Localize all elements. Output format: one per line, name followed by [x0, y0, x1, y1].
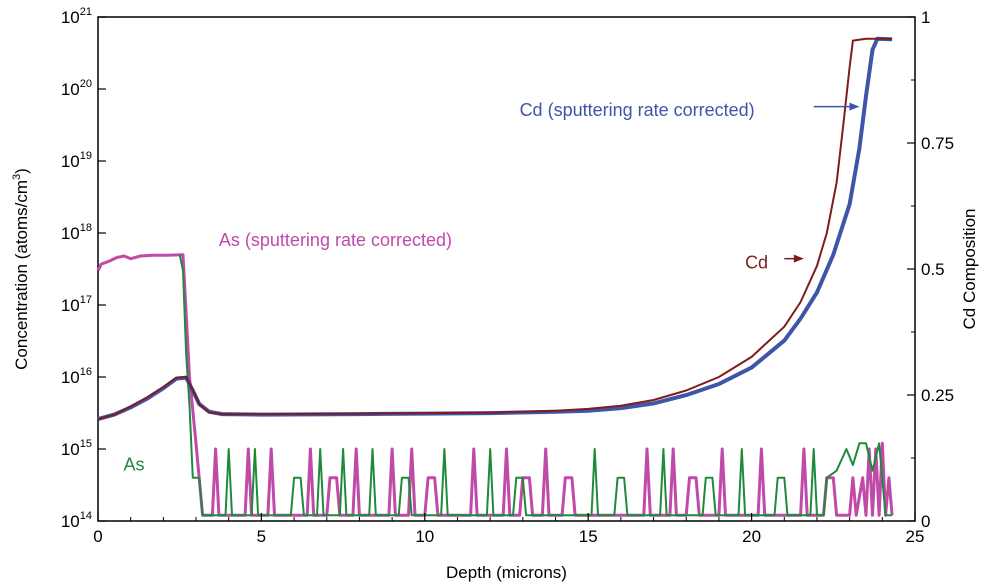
x-axis-ticks: 0 5 10 15 20 25 — [93, 513, 924, 546]
y2-tick-label: 0 — [921, 512, 930, 531]
x-tick-label: 10 — [415, 527, 434, 546]
y2-axis-title: Cd Composition — [960, 209, 979, 330]
x-tick-label: 0 — [93, 527, 102, 546]
series-line-as — [178, 254, 893, 517]
x-tick-label: 20 — [742, 527, 761, 546]
y2-tick-label: 0.5 — [921, 260, 945, 279]
series-line-as-sputtering-rate-corrected — [96, 253, 894, 517]
y-tick-label: 1015 — [61, 438, 92, 459]
annotation-as: As — [123, 455, 144, 475]
y-tick-label: 1021 — [61, 6, 92, 27]
series-line-cd — [97, 37, 893, 421]
annotation-cd: Cd — [745, 253, 768, 273]
y2-tick-label: 0.75 — [921, 134, 954, 153]
x-tick-label: 25 — [906, 527, 925, 546]
y-axis-title-sup: 3 — [11, 174, 23, 180]
plot-area — [96, 16, 916, 522]
y-axis-ticks: 1014 1015 1016 1017 1018 1019 1020 1021 — [61, 6, 106, 531]
annotation-cd-arrowhead — [793, 254, 804, 263]
annotations: Cd (sputtering rate corrected) Cd As (sp… — [123, 100, 860, 475]
plot-frame — [97, 16, 916, 522]
y2-axis-ticks: 0 0.25 0.5 0.75 1 — [907, 8, 954, 531]
series-line-cd-sputtering-rate-corrected — [97, 36, 893, 422]
series-layer — [96, 36, 894, 517]
y2-tick-label: 0.25 — [921, 386, 954, 405]
annotation-cd-corrected: Cd (sputtering rate corrected) — [520, 100, 755, 120]
x-tick-label: 15 — [579, 527, 598, 546]
y-tick-label: 1016 — [61, 366, 92, 387]
y-tick-label: 1014 — [61, 510, 92, 531]
x-tick-label: 5 — [257, 527, 266, 546]
y-tick-label: 1017 — [61, 294, 92, 315]
y2-tick-label: 1 — [921, 8, 930, 27]
annotation-as-corrected: As (sputtering rate corrected) — [219, 230, 452, 250]
x-axis-title: Depth (microns) — [446, 563, 567, 582]
y-tick-label: 1020 — [61, 78, 92, 99]
y-axis-title: Concentration (atoms/cm3) — [11, 168, 31, 370]
y-tick-label: 1019 — [61, 150, 92, 171]
y-axis-title-close: ) — [12, 168, 31, 174]
annotation-cd-corrected-arrowhead — [849, 102, 860, 111]
y-axis-title-main: Concentration (atoms/cm — [12, 180, 31, 370]
y-tick-label: 1018 — [61, 222, 92, 243]
